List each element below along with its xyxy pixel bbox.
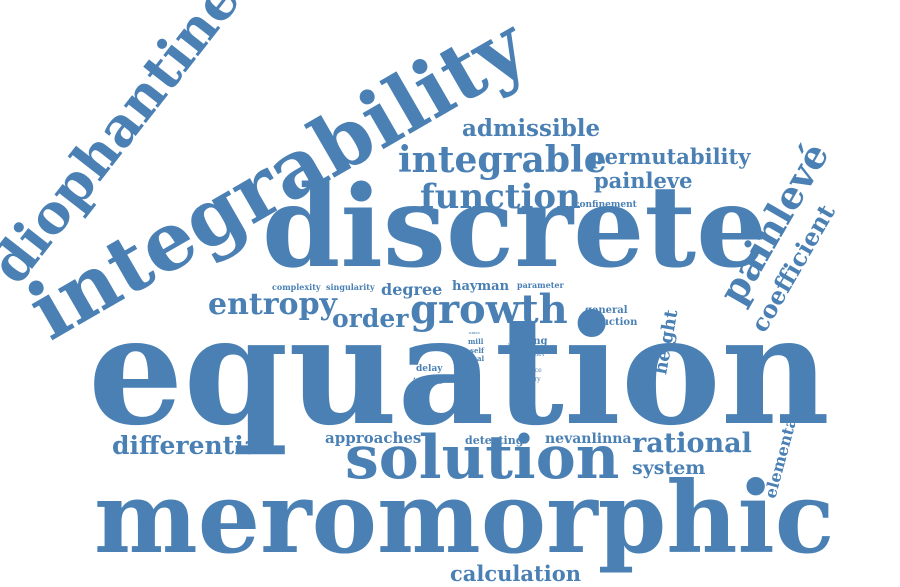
word-growth: growth xyxy=(410,286,568,333)
word-order: order xyxy=(332,304,409,333)
word-yang: yang xyxy=(521,336,548,347)
word-rational: rational xyxy=(632,428,752,459)
word-hyper: hyper xyxy=(463,364,478,370)
word-meromorphic: meromorphic xyxy=(94,461,835,576)
word-approaches: approaches xyxy=(325,429,422,447)
word-detecting: detecting xyxy=(465,434,524,447)
word-entropy: entropy xyxy=(208,287,337,322)
word-general: general xyxy=(585,305,628,316)
word-delay: delay xyxy=(416,364,443,374)
word-solution: solution xyxy=(345,423,620,493)
word-unise: unise xyxy=(469,330,480,335)
word-differential: differential xyxy=(112,431,270,460)
word-singularity: singularity xyxy=(326,282,375,292)
word-calculation: calculation xyxy=(450,561,581,586)
word-painleve: painleve xyxy=(594,168,693,193)
word-iterate: iterate xyxy=(413,376,444,386)
word-confinement: confinement xyxy=(574,200,637,210)
word-function: function xyxy=(420,177,581,217)
word-choice: choice xyxy=(522,367,542,374)
word-reduction: reduction xyxy=(583,317,638,328)
word-parameter: parameter xyxy=(517,280,564,290)
word-sense: sense xyxy=(522,344,534,349)
word-held: held xyxy=(461,370,470,375)
word-degree: degree xyxy=(381,280,443,299)
word-painlev-small: painlev xyxy=(523,351,546,358)
word-integrable: integrable xyxy=(398,139,607,181)
word-hayman: hayman xyxy=(452,279,510,294)
word-self: self xyxy=(470,346,485,355)
word-permutability: permutability xyxy=(590,144,751,169)
word-equation: equation xyxy=(88,283,830,459)
word-complexity: complexity xyxy=(272,282,321,292)
word-discrete: discrete xyxy=(262,162,768,293)
word-admissible: admissible xyxy=(462,115,601,142)
word-system: system xyxy=(632,457,706,479)
word-nevanlinna: nevanlinna xyxy=(545,431,632,447)
word-mill: mill xyxy=(468,337,484,346)
word-dual: dual xyxy=(467,354,485,363)
word-theory: theory xyxy=(521,376,541,383)
word-bar: bar xyxy=(508,342,515,347)
